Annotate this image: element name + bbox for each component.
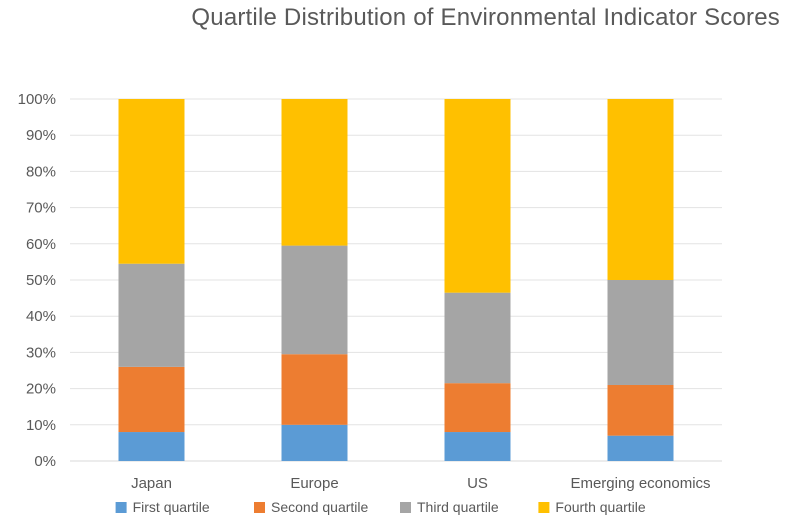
bar-segment <box>119 432 185 461</box>
x-tick-label: US <box>467 475 488 492</box>
y-tick-label: 100% <box>18 91 56 108</box>
x-tick-label: Japan <box>131 475 172 492</box>
bar-segment <box>445 99 511 293</box>
bar-segment <box>445 293 511 384</box>
bar-segment <box>282 354 348 425</box>
bar-segment <box>608 99 674 280</box>
y-tick-label: 50% <box>26 272 56 289</box>
legend-swatch <box>538 502 549 513</box>
legend-label: Second quartile <box>271 499 369 515</box>
y-tick-label: 60% <box>26 236 56 253</box>
bar-segment <box>445 383 511 432</box>
bar-segment <box>119 264 185 367</box>
bar-segment <box>282 425 348 461</box>
legend-label: Third quartile <box>417 499 499 515</box>
bar-segment <box>608 280 674 385</box>
y-tick-label: 90% <box>26 127 56 144</box>
legend-label: First quartile <box>133 499 210 515</box>
y-tick-label: 10% <box>26 417 56 434</box>
bar-segment <box>119 99 185 264</box>
x-tick-label: Emerging economics <box>570 475 710 492</box>
legend-swatch <box>254 502 265 513</box>
y-tick-label: 20% <box>26 381 56 398</box>
legend-label: Fourth quartile <box>555 499 645 515</box>
y-tick-label: 70% <box>26 200 56 217</box>
bar-segment <box>282 246 348 355</box>
y-tick-label: 80% <box>26 163 56 180</box>
y-tick-label: 40% <box>26 308 56 325</box>
bar-segment <box>608 385 674 436</box>
legend-swatch <box>116 502 127 513</box>
y-tick-label: 0% <box>34 453 56 470</box>
y-tick-label: 30% <box>26 344 56 361</box>
bar-segment <box>445 432 511 461</box>
bar-segment <box>119 367 185 432</box>
bar-segment <box>608 436 674 461</box>
bar-segment <box>282 99 348 246</box>
legend-swatch <box>400 502 411 513</box>
x-tick-label: Europe <box>290 475 338 492</box>
